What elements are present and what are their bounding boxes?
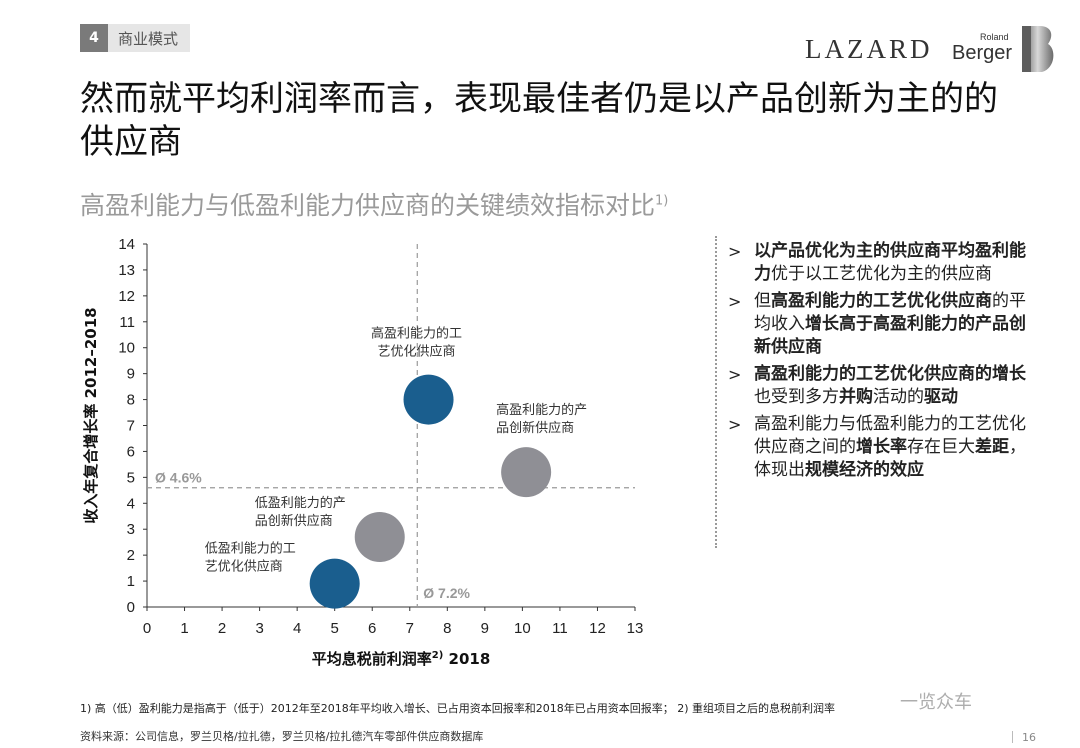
x-tick-label: 12 <box>589 620 606 637</box>
bullet-text: 高盈利能力的工艺优化供应商的增长 <box>754 364 1026 384</box>
y-tick-label: 11 <box>119 314 135 331</box>
y-tick-label: 9 <box>127 366 135 383</box>
y-tick-label: 7 <box>127 418 135 435</box>
x-axis-label-footnote: 2) <box>432 650 444 661</box>
y-tick-label: 12 <box>118 288 135 305</box>
bullet-marker: > <box>728 415 742 434</box>
y-tick-label: 14 <box>118 236 135 253</box>
section-tag: 4 商业模式 <box>80 24 191 52</box>
y-tick-label: 3 <box>127 521 135 538</box>
point-label: 低盈利能力的产 <box>255 495 346 511</box>
bullet-item: > 以产品优化为主的供应商平均盈利能力优于以工艺优化为主的供应商 <box>728 240 1028 286</box>
bullet-text: 以产品优化为主的供应商平均盈利能力 <box>754 241 1026 284</box>
lazard-logo: LAZARD <box>805 34 933 64</box>
x-axis-label-text: 平均息税前利润率 <box>312 650 432 668</box>
bullet-text: 的平均收入 <box>754 291 1026 334</box>
bullet-text: ，体现出 <box>754 437 1026 480</box>
point-label: 品创新供应商 <box>496 420 574 436</box>
divider-line <box>715 236 717 548</box>
y-tick-label: 5 <box>127 469 135 486</box>
page-number: 16 <box>1022 731 1036 744</box>
page-separator <box>1012 731 1013 743</box>
point-label: 高盈利能力的工 <box>371 326 462 342</box>
y-tick-label: 6 <box>127 443 135 460</box>
y-tick-label: 10 <box>118 340 135 357</box>
bullet-text: 增长率 <box>856 437 907 457</box>
y-tick-label: 2 <box>127 547 135 564</box>
bullet-text: 也受到多方 <box>754 387 839 407</box>
bullet-text: 差距 <box>975 437 1009 457</box>
bullet-marker: > <box>728 242 742 261</box>
point-label: 艺优化供应商 <box>378 344 456 360</box>
x-tick-label: 7 <box>406 620 414 637</box>
bullet-marker: > <box>728 292 742 311</box>
roland-berger-b-icon <box>1022 26 1054 72</box>
watermark: 一览众车 <box>900 692 972 713</box>
x-axis-label-year: 2018 <box>443 650 490 668</box>
bullet-text: 高盈利能力与低盈利能力的工艺优化供应商之间的 <box>754 414 1026 457</box>
x-tick-label: 0 <box>143 620 151 637</box>
x-tick-label: 8 <box>443 620 451 637</box>
x-axis-label: 平均息税前利润率2) 2018 <box>312 650 491 668</box>
point-label: 高盈利能力的产 <box>496 402 587 418</box>
y-tick-label: 1 <box>127 573 135 590</box>
page-title: 然而就平均利润率而言，表现最佳者仍是以产品创新为主的的供应商 <box>80 79 998 162</box>
bullet-list: > 以产品优化为主的供应商平均盈利能力优于以工艺优化为主的供应商 > 但高盈利能力的工… <box>728 240 1028 486</box>
x-tick-label: 13 <box>627 620 644 637</box>
scatter-point <box>403 374 454 425</box>
bullet-item: > 但高盈利能力的工艺优化供应商的平均收入增长高于高盈利能力的产品创新供应商 <box>728 290 1028 359</box>
footnote: 1) 高（低）盈利能力是指高于（低于）2012年至2018年平均收入增长、已占用… <box>80 702 836 715</box>
point-label: 低盈利能力的工 <box>205 541 296 557</box>
y-axis-label: 收入年复合增长率 2012–2018 <box>82 307 100 523</box>
point-label: 艺优化供应商 <box>205 559 283 575</box>
x-tick-label: 5 <box>331 620 339 637</box>
subtitle-text: 高盈利能力与低盈利能力供应商的关键绩效指标对比 <box>80 191 656 220</box>
bullet-text: 并购 <box>839 387 873 407</box>
point-label: 品创新供应商 <box>255 513 333 529</box>
y-tick-label: 0 <box>127 599 135 616</box>
page-subtitle: 高盈利能力与低盈利能力供应商的关键绩效指标对比1) <box>80 186 668 222</box>
x-tick-label: 2 <box>218 620 226 637</box>
x-tick-label: 9 <box>481 620 489 637</box>
source-note: 资料来源：公司信息，罗兰贝格/拉扎德，罗兰贝格/拉扎德汽车零部件供应商数据库 <box>80 730 484 743</box>
roland-berger-logo-small: Roland <box>980 32 1009 42</box>
bullet-text: 存在巨大 <box>907 437 975 457</box>
x-tick-label: 6 <box>368 620 376 637</box>
y-tick-label: 8 <box>127 392 135 409</box>
scatter-point <box>354 511 405 562</box>
bullet-text: 规模经济的效应 <box>805 460 924 480</box>
y-tick-label: 13 <box>118 262 135 279</box>
section-label: 商业模式 <box>108 24 191 52</box>
x-tick-label: 11 <box>552 620 568 637</box>
bullet-text: 增长高于高盈利能力的产品创新供应商 <box>754 314 1026 357</box>
bullet-text: 活动的 <box>873 387 924 407</box>
scatter-point <box>501 447 552 498</box>
bullet-text: 高盈利能力的工艺优化供应商 <box>771 291 992 311</box>
bullet-text: 但 <box>754 291 771 311</box>
average-growth-label: Ø 4.6% <box>155 470 202 486</box>
bullet-item: > 高盈利能力的工艺优化供应商的增长也受到多方并购活动的驱动 <box>728 363 1028 409</box>
x-tick-label: 4 <box>293 620 301 637</box>
subtitle-footnote-mark: 1) <box>655 193 669 209</box>
bullet-marker: > <box>728 365 742 384</box>
bullet-text: 驱动 <box>924 387 958 407</box>
x-tick-label: 3 <box>255 620 263 637</box>
y-tick-label: 4 <box>127 495 135 512</box>
x-tick-label: 10 <box>514 620 531 637</box>
roland-berger-logo: Berger <box>952 42 1013 64</box>
bullet-text: 优于以工艺优化为主的供应商 <box>771 264 992 284</box>
average-margin-label: Ø 7.2% <box>423 585 470 601</box>
x-tick-label: 1 <box>180 620 188 637</box>
scatter-point <box>309 558 360 609</box>
bullet-item: > 高盈利能力与低盈利能力的工艺优化供应商之间的增长率存在巨大差距，体现出规模经济… <box>728 413 1028 482</box>
section-number: 4 <box>80 24 108 52</box>
